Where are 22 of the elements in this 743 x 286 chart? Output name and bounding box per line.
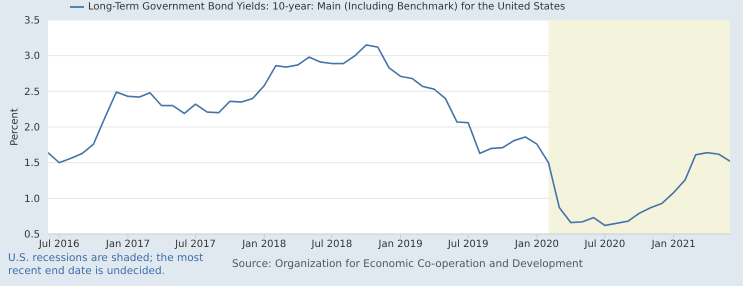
x-tick-label: Jan 2021: [650, 239, 696, 250]
x-tick-label: Jul 2017: [174, 239, 216, 250]
y-tick-label: 3.0: [24, 51, 40, 62]
y-tick-label: 2.5: [24, 86, 40, 98]
x-tick-label: Jul 2019: [446, 239, 489, 250]
text: U.S. recessions are shaded; the most recent end date is undecided.: [8, 252, 204, 278]
x-tick-label: Jan 2018: [241, 239, 286, 250]
legend-label: Long-Term Government Bond Yields: 10-year: Main (Including Benchmark) for the United States: [88, 2, 566, 13]
x-tick-label: Jul 2016: [38, 239, 80, 250]
x-tick-label: Jan 2017: [104, 239, 150, 250]
x-tick-label: Jul 2020: [584, 239, 626, 250]
x-tick-label: Jan 2020: [514, 239, 559, 250]
y-tick-label: 1.5: [24, 158, 40, 170]
source-note: Source: Organization for Economic Co-operation and Development: [232, 258, 583, 270]
x-tick-label: Jul 2018: [310, 239, 352, 250]
x-tick-label: Jan 2019: [378, 239, 423, 250]
y-tick-label: 1.0: [24, 194, 40, 205]
line-series: [48, 44, 730, 226]
y-tick-label: 3.5: [24, 16, 40, 27]
y-tick-label: 0.5: [24, 230, 40, 241]
y-tick-label: 2.0: [24, 122, 40, 134]
y-axis-title: Percent: [10, 108, 21, 146]
